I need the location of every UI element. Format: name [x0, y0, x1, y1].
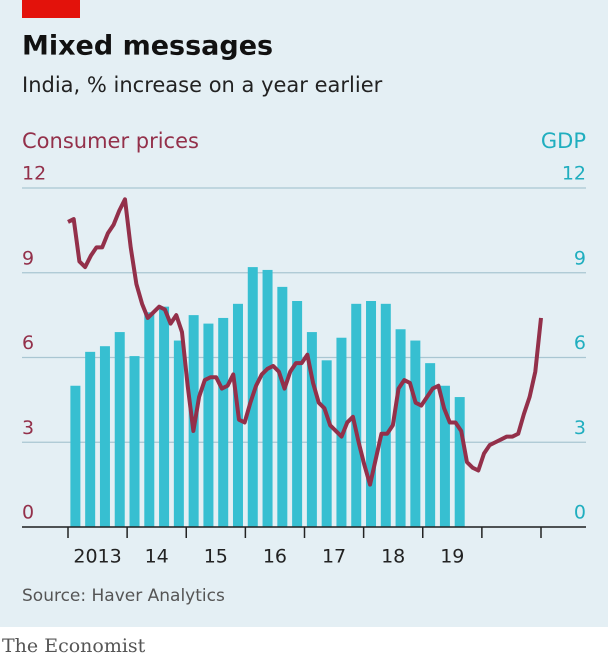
bar — [85, 351, 96, 527]
bar — [277, 286, 288, 527]
x-tick-label: 16 — [263, 546, 287, 568]
y-tick-label: 3 — [22, 417, 34, 439]
bar — [159, 306, 170, 527]
line — [67, 197, 543, 487]
bar — [380, 303, 391, 527]
bar — [439, 385, 450, 527]
source: Source: Haver Analytics — [22, 586, 225, 606]
x-tick-label: 2013 — [73, 546, 121, 568]
bar — [410, 340, 421, 527]
y2-tick-label: 3 — [574, 417, 586, 439]
bar — [218, 317, 229, 527]
bar — [395, 329, 406, 527]
y-tick-label: 12 — [22, 163, 46, 185]
y2-tick-label: 12 — [562, 163, 586, 185]
y-tick-label: 0 — [22, 502, 34, 524]
x-tick-label: 19 — [440, 546, 464, 568]
x-tick-label: 15 — [204, 546, 228, 568]
y2-tick-label: 6 — [574, 332, 586, 354]
x-tick-label: 17 — [322, 546, 346, 568]
bar — [351, 303, 362, 527]
brand-flag — [22, 0, 80, 18]
x-tick-label: 18 — [381, 546, 405, 568]
bar — [454, 397, 465, 527]
bar — [292, 301, 303, 527]
bar — [425, 363, 436, 527]
bar — [129, 356, 140, 527]
footer-band — [0, 627, 608, 662]
x-tick-label: 14 — [145, 546, 169, 568]
bar — [173, 340, 184, 527]
y2-tick-label: 0 — [574, 502, 586, 524]
bar — [366, 301, 377, 527]
bar — [203, 323, 214, 527]
bar — [99, 346, 110, 527]
bar — [114, 332, 125, 527]
y-tick-label: 9 — [22, 247, 34, 269]
bar — [144, 312, 155, 527]
chart-title: Mixed messages — [22, 31, 273, 62]
bar — [70, 385, 81, 527]
chart-subtitle: India, % increase on a year earlier — [22, 73, 383, 97]
brand: The Economist — [2, 635, 146, 657]
bar — [321, 360, 332, 527]
y-tick-label: 6 — [22, 332, 34, 354]
y2-axis-label: GDP — [541, 129, 586, 153]
bar — [262, 269, 273, 527]
y-axis-label: Consumer prices — [22, 129, 199, 153]
y2-tick-label: 9 — [574, 247, 586, 269]
bar — [306, 332, 317, 527]
